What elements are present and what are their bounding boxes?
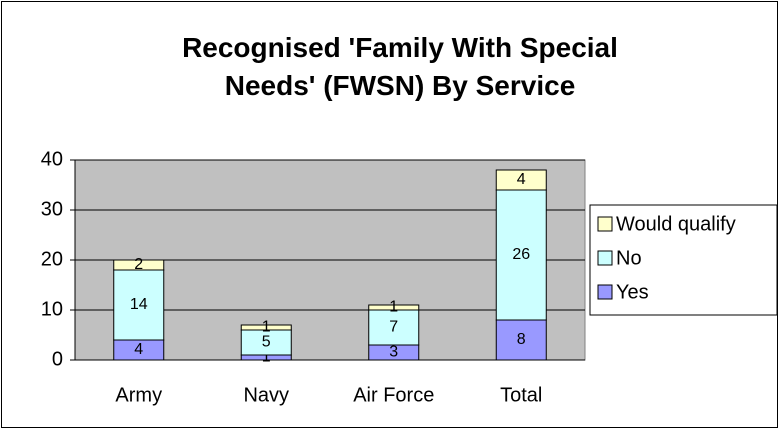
- data-label: 5: [262, 334, 271, 351]
- data-label: 3: [389, 344, 398, 361]
- y-tick-label: 20: [41, 248, 63, 270]
- y-tick-label: 0: [52, 348, 63, 370]
- data-label: 7: [389, 319, 398, 336]
- data-label: 1: [389, 299, 398, 316]
- bar-segment: [113, 269, 165, 341]
- legend-swatch: [597, 284, 613, 300]
- x-tick-label: Navy: [243, 384, 289, 406]
- data-label: 1: [262, 319, 271, 336]
- x-tick-label: Army: [115, 384, 162, 406]
- bar-segment: [240, 324, 292, 331]
- bar-segment: [495, 189, 547, 321]
- data-label: 1: [262, 349, 271, 366]
- legend-label: No: [616, 247, 642, 269]
- y-tick-label: 30: [41, 198, 63, 220]
- data-label: 8: [517, 331, 526, 348]
- data-label: 2: [134, 256, 143, 273]
- chart-title: Recognised 'Family With Special Needs' (F…: [182, 32, 618, 101]
- y-tick-label: 10: [41, 298, 63, 320]
- data-label: 4: [134, 341, 143, 358]
- y-tick-label: 40: [41, 148, 63, 170]
- bar-segment: [495, 169, 547, 191]
- x-tick-label: Total: [500, 384, 542, 406]
- x-tick-label: Air Force: [353, 384, 434, 406]
- legend-swatch: [597, 250, 613, 266]
- legend: [589, 204, 778, 316]
- legend-label: Would qualify: [616, 213, 736, 235]
- bar-segment: [113, 259, 165, 271]
- data-label: 26: [512, 246, 530, 263]
- bar-segment: [368, 304, 420, 311]
- legend-swatch: [597, 216, 613, 232]
- bar-segment: [495, 319, 547, 361]
- data-label: 14: [130, 296, 148, 313]
- legend-label: Yes: [616, 281, 649, 303]
- bar-segment: [240, 329, 292, 356]
- data-label: 4: [517, 171, 526, 188]
